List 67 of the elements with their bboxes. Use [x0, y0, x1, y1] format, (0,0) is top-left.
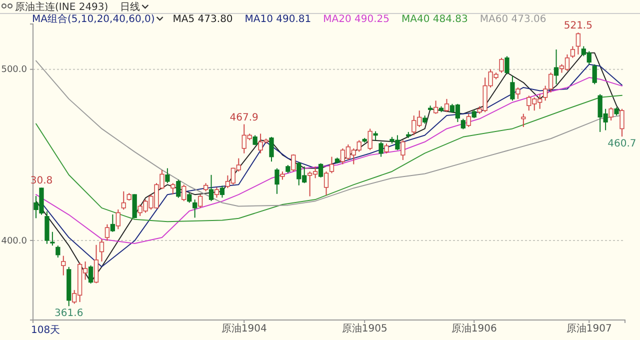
candlestick: [504, 56, 510, 75]
candlestick: [44, 210, 50, 244]
candlestick: [198, 194, 203, 208]
candlestick: [570, 46, 576, 58]
candlestick: [165, 168, 170, 184]
candlestick: [516, 86, 520, 100]
candlestick: [61, 255, 66, 276]
text: MA40 484.83: [402, 14, 468, 25]
candlestick: [576, 32, 580, 55]
candlestick: [368, 128, 372, 151]
chart-subtitle: 日线: [120, 1, 140, 13]
candlestick: [521, 113, 526, 128]
candlestick: [176, 179, 181, 198]
candlestick: [116, 208, 120, 230]
candlestick: [121, 190, 126, 210]
candlestick: [318, 162, 324, 178]
y-tick-label: 500.0: [1, 65, 28, 76]
candlestick: [608, 106, 614, 121]
candlestick: [384, 143, 389, 154]
candlestick: [592, 64, 597, 85]
annotation: 460.7: [608, 138, 636, 150]
y-tick-label: 400.0: [1, 236, 28, 246]
text: MA5 473.80: [172, 14, 233, 25]
text: MA60 473.06: [480, 14, 546, 25]
candlestick: [56, 245, 60, 258]
candlestick: [182, 184, 186, 202]
annotation: 521.5: [564, 20, 592, 32]
annotation: 467.9: [230, 112, 258, 124]
candlestick: [104, 224, 110, 242]
candlestick: [499, 57, 504, 74]
candlestick: [444, 98, 450, 113]
candlestick: [214, 186, 220, 198]
candlestick: [620, 108, 624, 138]
legend-title: MA组合(5,10,20,40,60,0): [32, 13, 155, 25]
candlestick: [99, 238, 104, 262]
candlestick: [460, 118, 466, 130]
candlestick: [329, 156, 334, 174]
candlestick: [88, 264, 94, 284]
candlestick: [170, 182, 176, 195]
candlestick: [274, 168, 280, 194]
candlestick: [94, 244, 99, 284]
candlestick: [510, 75, 515, 102]
candlestick: [132, 194, 137, 219]
text: MA20 490.25: [323, 14, 390, 25]
annotation: 30.8: [30, 176, 53, 187]
text: MA10 490.81: [244, 14, 312, 25]
candlestick: [466, 113, 471, 128]
candlestick: [187, 192, 192, 204]
candlestick: [291, 154, 296, 172]
candlestick: [192, 199, 198, 218]
candlestick: [269, 136, 274, 162]
candlestick: [220, 185, 225, 198]
candlestick: [50, 231, 55, 246]
candlestick: [110, 214, 115, 232]
x-tick-label: 原油1905: [342, 322, 388, 334]
x-tick-label: 原油1906: [451, 322, 497, 334]
candlestick: [433, 100, 438, 114]
candlestick: [378, 141, 384, 158]
candlestick: [324, 170, 329, 196]
candlestick: [400, 140, 406, 161]
text: 108天: [31, 325, 60, 336]
x-tick-label: 原油1904: [221, 322, 267, 334]
candlestick: [208, 174, 214, 202]
chart-title: 原油主连(INE 2493): [15, 1, 108, 13]
x-tick-label: 原油1907: [566, 322, 612, 334]
candlestick: [554, 48, 559, 85]
annotation: 361.6: [54, 308, 84, 320]
